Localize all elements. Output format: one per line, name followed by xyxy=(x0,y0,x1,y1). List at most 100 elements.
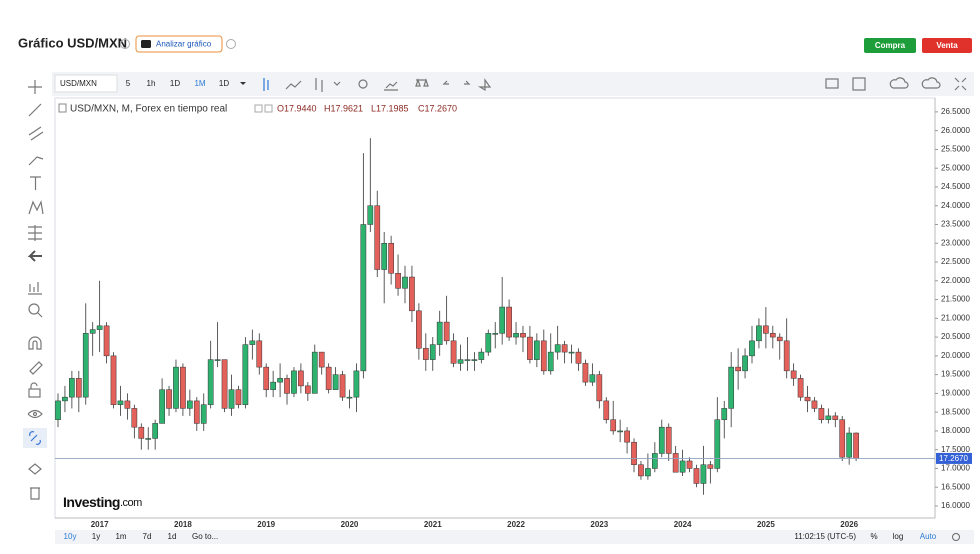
y-tick-label: 23.5000 xyxy=(941,220,970,229)
y-tick-label: 24.5000 xyxy=(941,182,970,191)
candle-body xyxy=(416,310,422,349)
info-icon[interactable] xyxy=(226,39,236,49)
candle-body xyxy=(436,321,443,345)
candle-body xyxy=(797,378,804,398)
candle-body xyxy=(783,340,790,372)
candle-body xyxy=(540,340,547,372)
candle-body xyxy=(138,426,145,439)
settings-icon[interactable] xyxy=(952,533,960,541)
range-button[interactable]: 1d xyxy=(168,532,177,541)
candle-body xyxy=(631,441,637,465)
candle-body xyxy=(568,351,575,354)
y-tick-label: 18.0000 xyxy=(941,426,970,435)
y-tick-label: 17.5000 xyxy=(941,445,970,454)
candle-body xyxy=(263,366,270,390)
x-tick-label: 2017 xyxy=(91,520,109,529)
candle-body xyxy=(534,340,540,360)
candle-body xyxy=(721,408,728,420)
percent-toggle[interactable]: % xyxy=(870,532,877,541)
candle-body xyxy=(291,370,297,394)
legend-button[interactable] xyxy=(254,104,263,113)
y-tick-label: 19.5000 xyxy=(941,370,970,379)
candle-body xyxy=(381,243,388,270)
toolbar-icons xyxy=(263,77,967,92)
auto-toggle[interactable]: Auto xyxy=(920,532,937,541)
candle-body xyxy=(839,419,846,458)
legend-toggle[interactable] xyxy=(58,103,67,113)
candle-body xyxy=(686,460,693,469)
y-tick-label: 17.0000 xyxy=(941,464,970,473)
candle-body xyxy=(173,366,179,409)
legend-open: O17.9440 xyxy=(277,103,317,113)
info-icon[interactable] xyxy=(120,39,130,49)
range-button[interactable]: 1m xyxy=(115,532,126,541)
candle-body xyxy=(318,351,325,368)
candle-body xyxy=(69,378,75,398)
candle-body xyxy=(582,363,589,383)
candle-body xyxy=(166,389,172,409)
candle-body xyxy=(353,370,360,398)
candle-body xyxy=(596,374,603,402)
y-tick-label: 25.0000 xyxy=(941,163,970,172)
y-tick-label: 20.0000 xyxy=(941,351,970,360)
candle-body xyxy=(499,306,506,334)
candle-body xyxy=(485,333,492,353)
candle-body xyxy=(311,351,318,394)
y-tick-label: 21.5000 xyxy=(941,295,970,304)
x-tick-label: 2022 xyxy=(507,520,525,529)
candle-body xyxy=(270,381,276,390)
range-button[interactable]: 10y xyxy=(64,532,77,541)
candle-body xyxy=(707,464,714,469)
dropdown-arrow[interactable] xyxy=(240,82,246,85)
bottom-bar xyxy=(55,530,974,544)
analyze-button[interactable] xyxy=(135,35,223,53)
range-button[interactable]: 1y xyxy=(92,532,100,541)
interval-button[interactable]: 1h xyxy=(147,79,156,88)
goto-button[interactable]: Go to... xyxy=(192,532,218,541)
drawing-tools xyxy=(23,80,47,500)
range-button[interactable]: 7d xyxy=(143,532,152,541)
symbol-input[interactable] xyxy=(54,74,118,93)
sell-label: Venta xyxy=(936,41,958,50)
candle-body xyxy=(339,374,346,398)
candle-body xyxy=(388,243,394,274)
candle-body xyxy=(145,438,152,440)
interval-button-active[interactable]: 1M xyxy=(194,79,205,88)
log-toggle[interactable]: log xyxy=(893,532,904,541)
candle-body xyxy=(853,432,859,459)
candle-body xyxy=(443,321,450,342)
candles xyxy=(55,138,859,495)
candle-body xyxy=(811,400,818,409)
candle-body xyxy=(603,400,610,420)
y-tick-label: 23.0000 xyxy=(941,238,970,247)
candle-body xyxy=(700,464,707,484)
x-tick-label: 2020 xyxy=(341,520,359,529)
page-title: Gráfico USD/MXN xyxy=(18,35,127,50)
candle-body xyxy=(804,396,811,402)
candle-body xyxy=(714,419,721,469)
interval-button[interactable]: 1D xyxy=(170,79,180,88)
candle-body xyxy=(96,325,103,330)
candle-body xyxy=(769,333,776,338)
y-tick-label: 20.5000 xyxy=(941,332,970,341)
buy-button[interactable] xyxy=(864,38,916,53)
candle-body xyxy=(256,340,263,368)
toolbar xyxy=(52,72,974,96)
candle-body xyxy=(103,325,110,357)
candle-body xyxy=(221,359,228,409)
candle-body xyxy=(187,400,193,409)
candle-body xyxy=(457,359,464,364)
candle-body xyxy=(374,205,381,270)
sell-button[interactable] xyxy=(922,38,972,53)
candle-body xyxy=(409,276,415,312)
x-tick-label: 2018 xyxy=(174,520,192,529)
candle-body xyxy=(513,333,519,338)
legend-button[interactable] xyxy=(264,104,273,113)
legend-symbol: USD/MXN, M, Forex en tiempo real xyxy=(70,104,227,115)
candle-body xyxy=(200,404,207,424)
y-tick-label: 22.5000 xyxy=(941,257,970,266)
interval-button[interactable]: 1D xyxy=(219,79,229,88)
candle-body xyxy=(575,351,582,364)
interval-button[interactable]: 5 xyxy=(126,79,131,88)
